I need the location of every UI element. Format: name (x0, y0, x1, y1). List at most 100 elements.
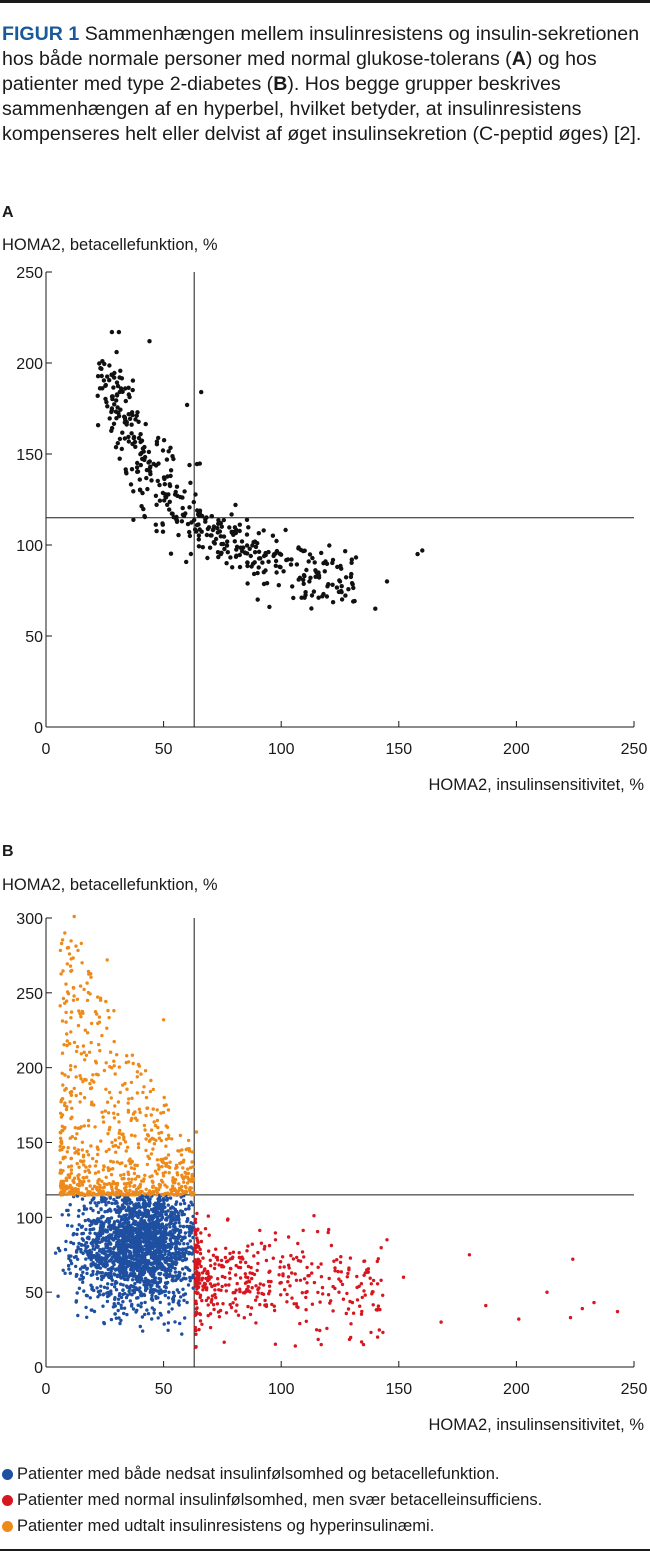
data-point (168, 1246, 173, 1251)
data-point (171, 1251, 175, 1256)
data-point (199, 1239, 204, 1244)
data-point (158, 1258, 162, 1262)
data-point (347, 1268, 351, 1272)
data-point (189, 520, 194, 525)
data-point (326, 1293, 331, 1297)
data-point (121, 1222, 125, 1226)
data-point (355, 1298, 360, 1302)
data-point (207, 545, 213, 550)
data-point (182, 1272, 187, 1276)
data-point (65, 1043, 69, 1048)
data-point (237, 522, 242, 527)
data-point (193, 1243, 198, 1247)
data-point (149, 1128, 154, 1132)
data-point (74, 1264, 78, 1269)
data-point (116, 1254, 120, 1259)
data-point (138, 1242, 142, 1246)
data-point (101, 1186, 105, 1190)
data-point (193, 1258, 198, 1262)
data-point (123, 1196, 127, 1201)
data-point (129, 1166, 134, 1170)
data-point (128, 1157, 132, 1161)
legend-item-orange: Patienter med udtalt insulinresistens og… (2, 1513, 648, 1539)
data-point (229, 512, 234, 517)
data-point (109, 425, 115, 431)
data-point (358, 1304, 362, 1308)
data-point (237, 564, 243, 570)
data-point (173, 1241, 177, 1246)
data-point (122, 1137, 126, 1142)
data-point (60, 1213, 64, 1217)
data-point (73, 1126, 78, 1130)
data-point (72, 1086, 77, 1091)
data-point (288, 562, 294, 567)
data-point (166, 1203, 170, 1207)
data-point (135, 410, 140, 415)
data-point (173, 1320, 177, 1324)
legend-item-red: Patienter med normal insulinfølsomhed, m… (2, 1487, 648, 1513)
data-point (130, 1278, 135, 1282)
data-point (184, 1249, 188, 1253)
data-point (209, 1264, 213, 1268)
data-point (210, 1294, 215, 1298)
data-point (112, 1064, 116, 1068)
data-point (113, 1312, 118, 1316)
data-point (96, 1234, 101, 1238)
data-point (193, 1325, 198, 1330)
data-point (237, 1251, 241, 1255)
data-point (67, 1267, 71, 1271)
data-point (103, 1109, 108, 1113)
data-point (130, 1216, 134, 1221)
data-point (164, 1282, 169, 1286)
data-point (154, 1138, 158, 1142)
data-point (162, 1095, 166, 1100)
data-point (180, 1258, 185, 1263)
data-point (76, 1187, 80, 1192)
data-point (190, 1160, 194, 1164)
data-point (96, 995, 100, 999)
data-point (74, 1049, 79, 1054)
data-point (298, 1321, 302, 1326)
data-point (216, 1277, 220, 1281)
data-point (119, 1215, 124, 1219)
data-point (147, 1232, 151, 1237)
data-point (85, 998, 90, 1003)
data-point (160, 1267, 165, 1272)
data-point (99, 1189, 103, 1194)
data-point (177, 1247, 182, 1252)
data-point (296, 1241, 300, 1246)
data-point (181, 1287, 185, 1291)
data-point (196, 522, 201, 527)
data-point (215, 1258, 220, 1262)
data-point (69, 1259, 73, 1263)
data-point (173, 1266, 177, 1271)
data-point (113, 1234, 118, 1238)
data-point (254, 1284, 258, 1288)
data-point (143, 1128, 147, 1132)
data-point (119, 1306, 124, 1310)
data-point (161, 438, 167, 443)
data-point (108, 1290, 113, 1294)
data-point (321, 1292, 325, 1296)
data-point (517, 1317, 521, 1321)
data-point (133, 444, 138, 449)
data-point (114, 393, 120, 398)
data-point (95, 1188, 100, 1192)
data-point (130, 1236, 135, 1240)
data-point (197, 527, 202, 532)
data-point (164, 1218, 168, 1222)
data-point (106, 1111, 111, 1115)
data-point (176, 1216, 181, 1220)
data-point (167, 1171, 171, 1175)
data-point (281, 1272, 285, 1276)
data-point (86, 1249, 90, 1254)
data-point (105, 1299, 110, 1304)
data-point (166, 1296, 171, 1300)
data-point (79, 941, 84, 946)
data-point (316, 573, 322, 578)
data-point (173, 1181, 177, 1185)
data-point (225, 550, 230, 555)
data-point (215, 550, 221, 555)
data-point (229, 1267, 233, 1271)
data-point (144, 1259, 149, 1264)
